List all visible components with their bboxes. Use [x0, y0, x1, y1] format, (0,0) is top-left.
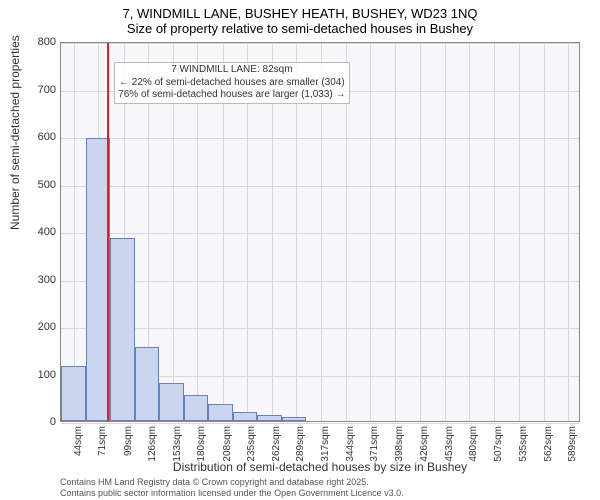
gridline	[61, 186, 579, 187]
title-line-1: 7, WINDMILL LANE, BUSHEY HEATH, BUSHEY, …	[0, 6, 600, 21]
footnote: Contains HM Land Registry data © Crown c…	[60, 477, 580, 499]
annotation-box: 7 WINDMILL LANE: 82sqm← 22% of semi-deta…	[114, 62, 349, 104]
y-tick-label: 300	[26, 274, 56, 286]
vgridline	[370, 43, 371, 421]
vgridline	[469, 43, 470, 421]
chart-container: 7, WINDMILL LANE, BUSHEY HEATH, BUSHEY, …	[0, 0, 600, 500]
y-axis-label: Number of semi-detached properties	[8, 35, 22, 230]
y-tick-label: 100	[26, 369, 56, 381]
histogram-bar	[110, 238, 135, 421]
histogram-bar	[257, 415, 282, 421]
gridline	[61, 233, 579, 234]
vgridline	[494, 43, 495, 421]
y-tick-label: 200	[26, 321, 56, 333]
gridline	[61, 138, 579, 139]
title-block: 7, WINDMILL LANE, BUSHEY HEATH, BUSHEY, …	[0, 0, 600, 36]
y-tick-label: 700	[26, 84, 56, 96]
x-axis-label: Distribution of semi-detached houses by …	[60, 460, 580, 474]
y-tick-label: 800	[26, 36, 56, 48]
gridline	[61, 281, 579, 282]
gridline	[61, 328, 579, 329]
vgridline	[544, 43, 545, 421]
vgridline	[519, 43, 520, 421]
vgridline	[568, 43, 569, 421]
gridline	[61, 423, 579, 424]
histogram-bar	[233, 412, 258, 422]
chart-area: 7 WINDMILL LANE: 82sqm← 22% of semi-deta…	[60, 42, 580, 422]
histogram-bar	[135, 347, 160, 421]
histogram-bar	[208, 404, 233, 421]
y-tick-label: 0	[26, 416, 56, 428]
footnote-line-1: Contains HM Land Registry data © Crown c…	[60, 477, 580, 488]
title-line-2: Size of property relative to semi-detach…	[0, 21, 600, 36]
vgridline	[445, 43, 446, 421]
histogram-bar	[282, 417, 307, 421]
plot-area: 7 WINDMILL LANE: 82sqm← 22% of semi-deta…	[60, 42, 580, 422]
footnote-line-2: Contains public sector information licen…	[60, 488, 580, 499]
y-tick-label: 400	[26, 226, 56, 238]
y-tick-label: 500	[26, 179, 56, 191]
histogram-bar	[61, 366, 86, 421]
annotation-line-2: ← 22% of semi-detached houses are smalle…	[118, 77, 345, 90]
annotation-line-1: 7 WINDMILL LANE: 82sqm	[118, 64, 345, 77]
vgridline	[74, 43, 75, 421]
histogram-bar	[184, 395, 209, 421]
reference-line	[107, 43, 109, 421]
histogram-bar	[159, 383, 184, 421]
vgridline	[420, 43, 421, 421]
gridline	[61, 43, 579, 44]
vgridline	[395, 43, 396, 421]
annotation-line-3: 76% of semi-detached houses are larger (…	[118, 89, 345, 102]
y-tick-label: 600	[26, 131, 56, 143]
